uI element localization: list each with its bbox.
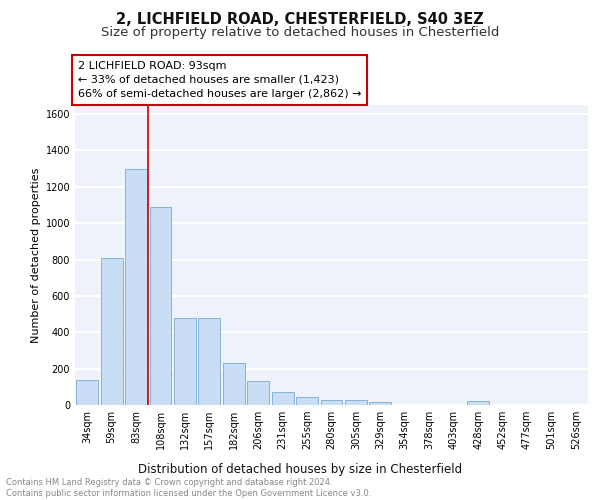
Text: Size of property relative to detached houses in Chesterfield: Size of property relative to detached ho…: [101, 26, 499, 39]
Bar: [320, 400, 343, 405]
Bar: [199, 318, 220, 405]
Bar: [272, 392, 293, 405]
Text: 2 LICHFIELD ROAD: 93sqm
← 33% of detached houses are smaller (1,423)
66% of semi: 2 LICHFIELD ROAD: 93sqm ← 33% of detache…: [77, 61, 361, 99]
Text: 2, LICHFIELD ROAD, CHESTERFIELD, S40 3EZ: 2, LICHFIELD ROAD, CHESTERFIELD, S40 3EZ: [116, 12, 484, 28]
Bar: [174, 318, 196, 405]
Text: Contains HM Land Registry data © Crown copyright and database right 2024.
Contai: Contains HM Land Registry data © Crown c…: [6, 478, 371, 498]
Bar: [467, 402, 489, 405]
Text: Distribution of detached houses by size in Chesterfield: Distribution of detached houses by size …: [138, 462, 462, 475]
Bar: [223, 363, 245, 405]
Bar: [149, 207, 172, 405]
Bar: [370, 402, 391, 405]
Bar: [345, 400, 367, 405]
Y-axis label: Number of detached properties: Number of detached properties: [31, 168, 41, 342]
Bar: [76, 380, 98, 405]
Bar: [101, 258, 122, 405]
Bar: [247, 382, 269, 405]
Bar: [125, 168, 147, 405]
Bar: [296, 398, 318, 405]
